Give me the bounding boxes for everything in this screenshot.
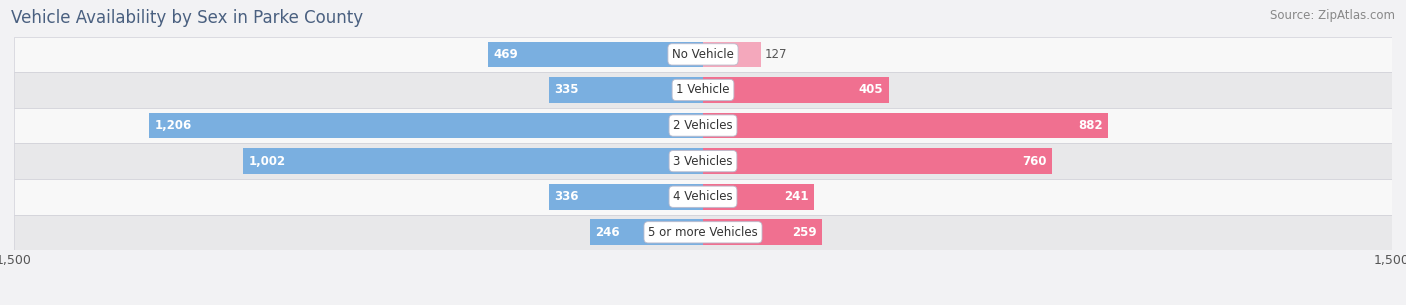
Bar [149,113,703,138]
Text: 3 Vehicles: 3 Vehicles [673,155,733,168]
Bar [703,41,761,67]
Bar [488,41,703,67]
Bar [14,37,1392,72]
Bar [14,72,1392,108]
Text: Source: ZipAtlas.com: Source: ZipAtlas.com [1270,9,1395,22]
Bar [14,108,1392,143]
Text: 246: 246 [596,226,620,239]
Bar [550,77,703,103]
Text: 241: 241 [783,190,808,203]
Text: 1,206: 1,206 [155,119,191,132]
Text: 405: 405 [859,84,883,96]
Bar [14,214,1392,250]
Text: 1 Vehicle: 1 Vehicle [676,84,730,96]
Text: 469: 469 [494,48,517,61]
Bar [703,113,1108,138]
Text: No Vehicle: No Vehicle [672,48,734,61]
Text: Vehicle Availability by Sex in Parke County: Vehicle Availability by Sex in Parke Cou… [11,9,363,27]
Bar [591,220,703,245]
Text: 760: 760 [1022,155,1046,168]
Text: 336: 336 [554,190,579,203]
Text: 2 Vehicles: 2 Vehicles [673,119,733,132]
Bar [703,77,889,103]
Bar [14,179,1392,214]
Text: 4 Vehicles: 4 Vehicles [673,190,733,203]
Text: 335: 335 [554,84,579,96]
Bar [703,184,814,210]
Text: 127: 127 [765,48,787,61]
Text: 1,002: 1,002 [249,155,285,168]
Bar [703,148,1052,174]
Text: 882: 882 [1078,119,1102,132]
Bar [243,148,703,174]
Text: 259: 259 [792,226,817,239]
Bar [703,220,823,245]
Text: 5 or more Vehicles: 5 or more Vehicles [648,226,758,239]
Bar [14,143,1392,179]
Bar [548,184,703,210]
